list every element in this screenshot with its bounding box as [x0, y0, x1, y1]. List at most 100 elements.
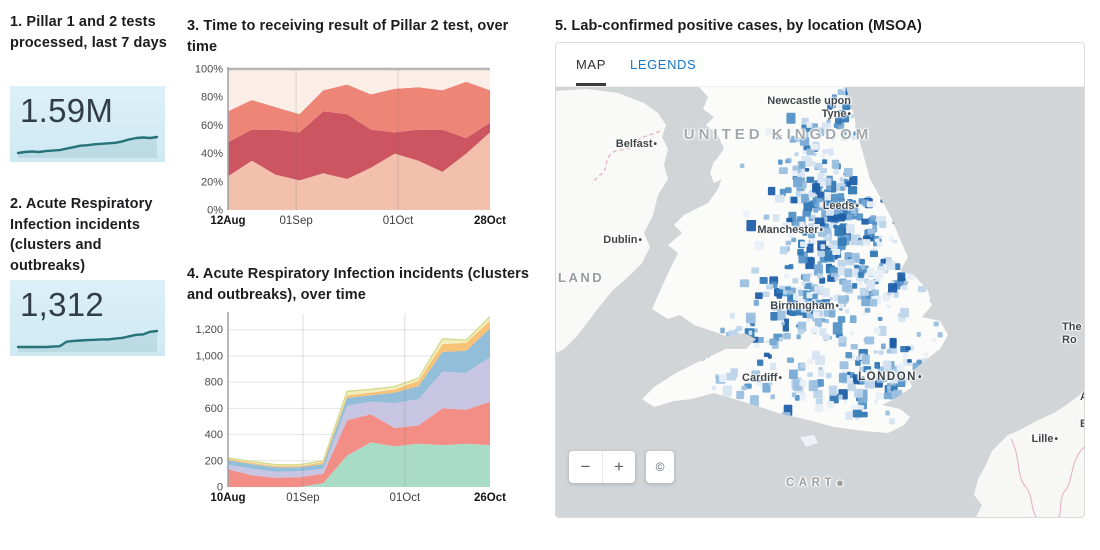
x-tick-label: 01Oct	[383, 215, 414, 227]
msoa-cell	[819, 277, 826, 284]
msoa-cell	[766, 284, 774, 290]
map-continent-border-2	[1058, 446, 1084, 517]
msoa-cell	[849, 176, 858, 186]
msoa-cell	[814, 162, 823, 170]
msoa-cell	[799, 137, 810, 146]
choropleth-cells	[687, 87, 948, 433]
copyright-button[interactable]: ©	[646, 451, 674, 483]
msoa-cell	[779, 188, 786, 197]
msoa-cell	[882, 360, 892, 371]
choropleth-map[interactable]	[556, 87, 1084, 517]
msoa-cell	[861, 218, 869, 225]
y-tick-label: 0	[217, 482, 223, 494]
area-band-series-2	[228, 111, 490, 181]
msoa-cell	[807, 358, 814, 365]
zoom-in-button[interactable]: +	[602, 451, 635, 483]
msoa-cell	[794, 395, 800, 401]
sparkline-line	[16, 329, 159, 349]
msoa-cell	[835, 117, 842, 125]
msoa-cell	[831, 159, 840, 169]
msoa-cell	[757, 359, 764, 366]
tab-legends[interactable]: LEGENDS	[629, 57, 697, 72]
msoa-cell	[864, 379, 875, 389]
msoa-cell	[837, 102, 844, 109]
msoa-cell	[856, 356, 860, 361]
msoa-cell	[762, 382, 771, 393]
msoa-cell	[818, 227, 827, 237]
msoa-cell	[779, 246, 788, 255]
msoa-cell	[837, 316, 846, 323]
msoa-cell	[805, 257, 815, 270]
x-tick-label: 28Oct	[474, 215, 506, 227]
msoa-cell	[827, 401, 834, 409]
msoa-cell	[819, 167, 828, 174]
msoa-cell	[806, 301, 814, 310]
msoa-cell	[812, 183, 820, 193]
msoa-cell	[907, 359, 912, 363]
msoa-cell	[864, 307, 871, 313]
msoa-cell	[800, 363, 806, 368]
msoa-cell	[791, 307, 796, 311]
msoa-cell	[932, 338, 936, 343]
y-tick-label: 1,000	[195, 350, 223, 362]
area-band-series-1	[228, 442, 490, 487]
msoa-cell	[812, 97, 817, 103]
msoa-cell	[861, 411, 868, 418]
msoa-cell	[801, 281, 806, 287]
msoa-cell	[765, 340, 770, 344]
msoa-cell	[901, 284, 908, 291]
msoa-cell	[778, 337, 783, 342]
msoa-cell	[811, 293, 818, 300]
msoa-cell	[853, 131, 858, 136]
msoa-cell	[745, 312, 756, 324]
tab-map[interactable]: MAP	[576, 43, 606, 86]
msoa-cell	[806, 176, 815, 183]
msoa-cell	[844, 167, 853, 177]
msoa-cell	[884, 270, 889, 274]
msoa-cell	[776, 293, 783, 299]
kpi1-card: 1.59M	[10, 86, 165, 162]
msoa-cell	[832, 322, 843, 335]
msoa-cell	[778, 167, 788, 174]
kpi1-title: 1. Pillar 1 and 2 tests processed, last …	[10, 14, 167, 51]
msoa-cell	[824, 191, 831, 201]
msoa-cell	[786, 112, 796, 124]
msoa-cell	[851, 208, 856, 214]
zoom-out-button[interactable]: −	[569, 451, 602, 483]
msoa-cell	[885, 410, 890, 416]
msoa-cell	[797, 249, 804, 256]
msoa-cell	[720, 327, 725, 334]
pillar2-result-time-chart: 0% 20% 40% 60% 80% 100% 12Aug 01Sep 01Oct 28Oct	[195, 64, 506, 228]
msoa-cell	[746, 220, 757, 232]
msoa-cell	[784, 318, 789, 325]
msoa-cell	[807, 372, 813, 377]
msoa-cell	[867, 228, 876, 235]
msoa-cell	[877, 316, 883, 321]
area-band-series-4	[228, 69, 490, 115]
x-tick-label: 10Aug	[210, 492, 245, 504]
msoa-cell	[820, 154, 825, 159]
kpi1-value: 1.59M	[20, 92, 114, 129]
map-controls: − + ©	[569, 451, 674, 483]
msoa-cell	[777, 310, 786, 321]
msoa-cell	[833, 168, 839, 175]
msoa-cell	[789, 369, 798, 379]
msoa-cell	[772, 301, 779, 307]
msoa-cell	[849, 331, 854, 336]
msoa-cell	[826, 99, 833, 105]
msoa-cell	[828, 385, 838, 396]
msoa-cell	[849, 315, 857, 323]
msoa-cell	[759, 277, 768, 284]
msoa-cell	[814, 217, 825, 226]
msoa-cell	[850, 269, 858, 277]
y-tick-label: 400	[205, 429, 223, 441]
map-canvas[interactable]: Newcastle upon Tyne• UNITED KINGDOM Belfast…	[556, 87, 1084, 517]
msoa-cell	[839, 361, 849, 370]
msoa-cell	[852, 409, 862, 418]
msoa-cell	[845, 308, 850, 314]
msoa-cell	[729, 312, 735, 319]
msoa-cell	[838, 372, 847, 383]
msoa-cell	[827, 214, 838, 222]
msoa-cell	[828, 148, 834, 156]
y-tick-label: 40%	[201, 148, 223, 160]
